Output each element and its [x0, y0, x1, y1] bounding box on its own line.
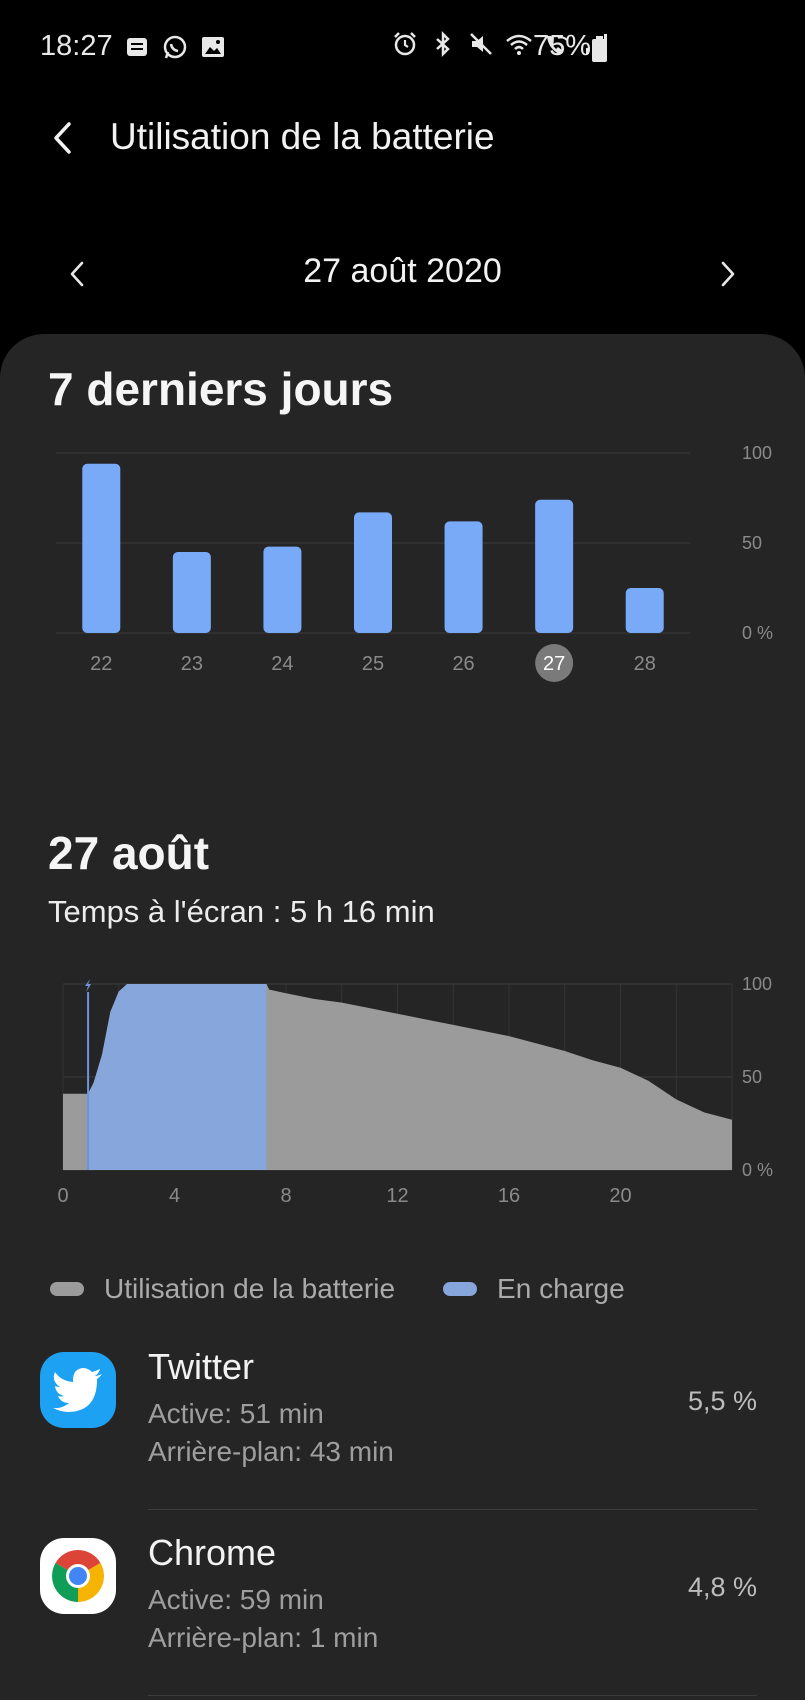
- next-date-button[interactable]: [705, 252, 749, 296]
- legend-swatch-charging: [443, 1282, 478, 1296]
- app-bar: Utilisation de la batterie: [0, 100, 805, 180]
- app-name: Chrome: [148, 1532, 277, 1573]
- x-tick-label: 4: [169, 1185, 180, 1207]
- status-bar-left: 18:27: [40, 30, 227, 63]
- chevron-left-icon: [70, 261, 84, 287]
- status-time: 18:27: [40, 30, 113, 62]
- weekly-battery-chart: 100 50 0 % 22 23 24 25 26 27 28: [56, 443, 773, 682]
- notification-icon: [123, 33, 151, 61]
- legend-label-charging: En charge: [497, 1273, 625, 1304]
- y-tick-label: 50: [742, 1067, 762, 1087]
- legend-swatch-usage: [50, 1282, 84, 1296]
- gallery-icon: [199, 33, 227, 61]
- lightning-icon: [85, 979, 92, 992]
- app-background-time: Arrière-plan: 1 min: [148, 1622, 379, 1653]
- bar-24: [263, 546, 302, 633]
- battery-card: 7 derniers jours 100 50 0 % 22 23 24 25 26 27 28 …: [0, 334, 805, 1700]
- chart-legend: Utilisation de la batterie En charge: [50, 1273, 673, 1305]
- twitter-icon: [40, 1352, 116, 1428]
- wifi-icon: [505, 30, 533, 58]
- x-tick-label: 12: [386, 1185, 408, 1207]
- list-divider: [148, 1695, 757, 1696]
- y-tick-label: 100: [742, 443, 772, 463]
- chevron-right-icon: [721, 261, 735, 287]
- x-tick-label: 16: [498, 1185, 520, 1207]
- x-tick-label: 24: [271, 653, 293, 675]
- bar-25: [354, 512, 392, 633]
- daily-title: 27 août: [48, 827, 210, 879]
- app-battery-percent: 4,8 %: [687, 1572, 757, 1602]
- bluetooth-icon: [429, 30, 457, 58]
- daily-battery-chart: 100 50 0 % 0 4 8 12 16 20: [57, 974, 773, 1207]
- selected-day-marker: [535, 644, 574, 682]
- wifi-calling-icon: [543, 30, 571, 58]
- app-active-time: Active: 59 min: [148, 1584, 324, 1615]
- bar-26: [444, 521, 483, 633]
- list-divider: [148, 1509, 757, 1510]
- x-tick-label: 26: [452, 653, 474, 675]
- app-row-twitter[interactable]: Twitter Active: 51 min Arrière-plan: 43 …: [0, 1324, 805, 1510]
- app-battery-percent: 5,5 %: [687, 1386, 757, 1416]
- status-bar: 18:27: [0, 0, 805, 96]
- date-label: 27 août 2020: [303, 252, 502, 290]
- page-title: Utilisation de la batterie: [110, 116, 495, 157]
- back-button[interactable]: [40, 114, 88, 162]
- y-tick-label: 100: [742, 974, 772, 994]
- x-tick-label: 28: [634, 653, 656, 675]
- app-background-time: Arrière-plan: 43 min: [148, 1436, 394, 1467]
- app-row-chrome[interactable]: Chrome Active: 59 min Arrière-plan: 1 mi…: [0, 1510, 805, 1696]
- bar-22: [82, 463, 121, 633]
- x-tick-label: 8: [280, 1185, 291, 1207]
- y-tick-label: 50: [742, 533, 762, 553]
- x-tick-label: 23: [181, 653, 203, 675]
- x-tick-label: 25: [362, 653, 384, 675]
- legend-item-usage: Utilisation de la batterie: [50, 1273, 395, 1305]
- screen-time-text: Temps à l'écran : 5 h 16 min: [48, 894, 435, 929]
- whatsapp-icon: [161, 33, 189, 61]
- battery-percent: 75%: [533, 30, 592, 62]
- app-usage-list: Twitter Active: 51 min Arrière-plan: 43 …: [0, 1324, 805, 1696]
- y-tick-label: 0 %: [742, 1160, 773, 1180]
- chrome-icon: [40, 1538, 116, 1614]
- bar-27: [535, 499, 574, 633]
- weekly-title: 7 derniers jours: [48, 363, 394, 415]
- x-tick-label: 27: [543, 653, 565, 675]
- mute-icon: [467, 30, 495, 58]
- bar-23: [172, 552, 211, 633]
- x-tick-label: 0: [57, 1185, 68, 1207]
- x-tick-label: 20: [609, 1185, 631, 1207]
- series-charging-area: [88, 984, 267, 1170]
- y-tick-label: 0 %: [742, 623, 773, 643]
- app-name: Twitter: [148, 1346, 255, 1387]
- date-navigator: 27 août 2020: [0, 246, 805, 306]
- legend-item-charging: En charge: [443, 1273, 625, 1305]
- legend-label-usage: Utilisation de la batterie: [104, 1273, 396, 1304]
- back-arrow-icon: [54, 122, 71, 154]
- bar-28: [625, 588, 664, 633]
- x-tick-label: 22: [90, 653, 112, 675]
- previous-date-button[interactable]: [56, 252, 100, 296]
- alarm-icon: [391, 30, 419, 58]
- battery-icon: [592, 36, 607, 62]
- app-active-time: Active: 51 min: [148, 1398, 324, 1429]
